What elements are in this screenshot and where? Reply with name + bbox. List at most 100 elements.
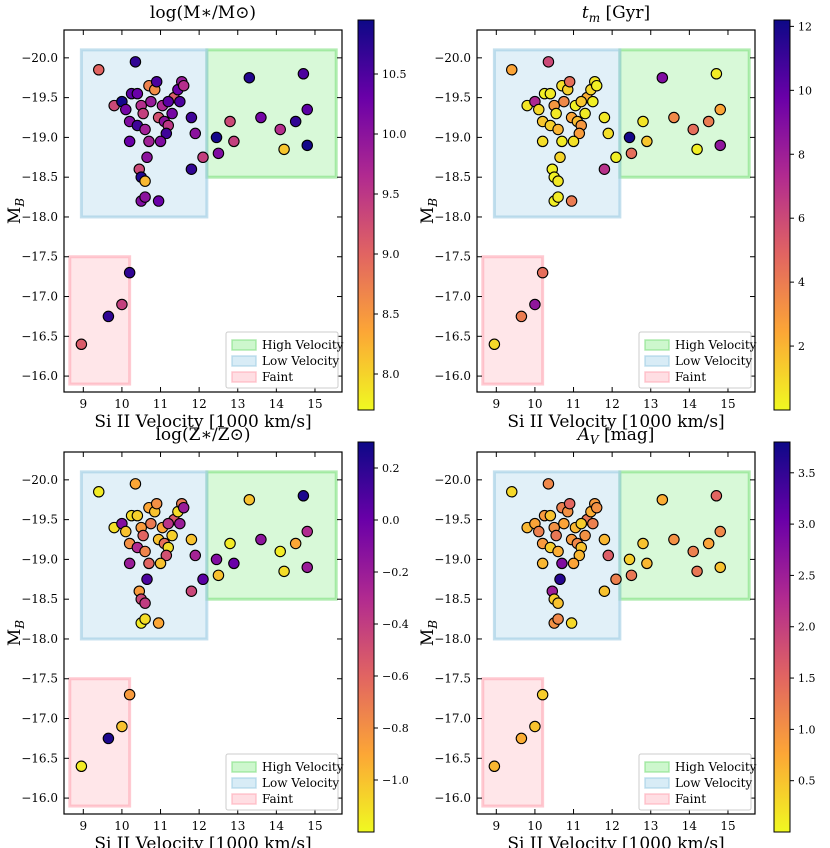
region-high-velocity — [205, 470, 338, 601]
data-point — [102, 732, 115, 745]
x-tick-label: 14 — [269, 397, 285, 411]
data-point — [515, 732, 528, 745]
data-point — [536, 266, 549, 279]
data-point — [301, 103, 313, 116]
data-point — [185, 111, 198, 124]
legend-label: Faint — [262, 370, 293, 384]
axes-frame — [63, 451, 343, 815]
x-tick-label: 10 — [527, 819, 542, 833]
legend-label: Low Velocity — [675, 776, 752, 790]
colorbar-tick-label: 10.5 — [382, 68, 407, 81]
data-point — [641, 557, 653, 570]
data-point — [710, 68, 723, 80]
y-tick-label: −16.5 — [434, 329, 471, 343]
colorbar-tick-label: 0.5 — [798, 775, 816, 788]
data-point — [550, 529, 562, 542]
data-point — [145, 517, 157, 530]
data-point — [154, 135, 167, 148]
region-faint — [481, 677, 545, 808]
data-point — [197, 151, 209, 164]
data-point — [714, 525, 726, 538]
data-point — [139, 545, 151, 558]
data-point — [228, 557, 240, 570]
data-point — [177, 79, 190, 92]
legend-label: High Velocity — [262, 338, 344, 352]
x-tick-label: 14 — [269, 819, 285, 833]
region-high-velocity — [618, 48, 751, 179]
data-point — [637, 115, 649, 128]
y-tick-label: −16.5 — [21, 751, 58, 765]
colorbar — [357, 19, 375, 411]
x-axis-label: Si II Velocity [1000 km/s] — [507, 412, 724, 432]
data-point — [587, 517, 599, 530]
region-faint — [481, 255, 545, 386]
colorbar-tick-label: 2 — [798, 340, 805, 353]
y-tick-label: −17.5 — [21, 250, 58, 264]
legend-swatch — [231, 793, 257, 805]
panel-title: tm [Gyr] — [582, 3, 650, 25]
data-point — [297, 68, 310, 80]
y-axis-label: MB — [5, 198, 27, 224]
data-point — [174, 95, 186, 108]
data-point — [185, 533, 198, 546]
data-point — [152, 195, 165, 207]
colorbar-tick-label: −0.6 — [382, 670, 409, 683]
legend-label: Faint — [675, 792, 706, 806]
data-point — [123, 135, 136, 148]
y-axis-label: MB — [5, 620, 27, 646]
data-point — [129, 478, 142, 490]
data-point — [691, 565, 703, 578]
y-tick-label: −19.0 — [434, 552, 471, 566]
data-point — [625, 569, 638, 582]
x-tick-label: 11 — [566, 397, 581, 411]
colorbar-tick-label: 8.5 — [382, 308, 400, 321]
data-point — [150, 75, 163, 88]
data-point — [567, 135, 580, 148]
data-point — [529, 720, 541, 733]
data-point — [552, 175, 564, 187]
y-tick-label: −19.0 — [21, 552, 58, 566]
data-point — [137, 107, 149, 120]
y-tick-label: −17.0 — [21, 290, 58, 304]
legend-label: Low Velocity — [262, 776, 339, 790]
data-point — [590, 79, 603, 92]
x-tick-label: 10 — [114, 819, 129, 833]
x-tick-label: 13 — [230, 397, 245, 411]
y-tick-label: −18.0 — [21, 632, 58, 646]
y-tick-label: −18.0 — [21, 210, 58, 224]
x-axis-label: Si II Velocity [1000 km/s] — [94, 412, 311, 432]
data-point — [123, 557, 136, 570]
data-point — [714, 561, 726, 574]
data-point — [529, 298, 541, 311]
data-point — [210, 553, 223, 566]
data-point — [505, 486, 518, 498]
x-axis-label: Si II Velocity [1000 km/s] — [94, 834, 311, 848]
x-tick-label: 9 — [492, 819, 500, 833]
x-tick-label: 10 — [114, 397, 129, 411]
legend-swatch — [231, 339, 257, 351]
colorbar-tick-label: 3.0 — [798, 518, 816, 531]
data-point — [602, 127, 615, 140]
legend-label: Low Velocity — [675, 354, 752, 368]
data-point — [212, 569, 225, 582]
data-point — [141, 151, 153, 164]
data-point — [563, 75, 576, 88]
colorbar-tick-label: 9.5 — [382, 188, 400, 201]
data-point — [228, 135, 240, 148]
data-point — [297, 490, 310, 502]
y-tick-label: −19.5 — [434, 513, 471, 527]
data-point — [691, 143, 703, 156]
data-point — [139, 191, 151, 203]
data-point — [623, 131, 636, 144]
panel-3: 9 10 11 12 13 14 15 −20.0 −19.5 −19.0 −18.5 −18.0 −1… — [5, 425, 409, 848]
data-point — [623, 553, 636, 566]
data-point — [189, 549, 202, 562]
data-point — [575, 95, 587, 108]
y-tick-label: −16.0 — [21, 791, 58, 805]
legend-label: Low Velocity — [262, 354, 339, 368]
region-faint — [68, 677, 132, 808]
data-point — [141, 573, 153, 586]
y-tick-label: −18.0 — [434, 210, 471, 224]
data-point — [687, 123, 699, 136]
data-point — [714, 103, 726, 116]
